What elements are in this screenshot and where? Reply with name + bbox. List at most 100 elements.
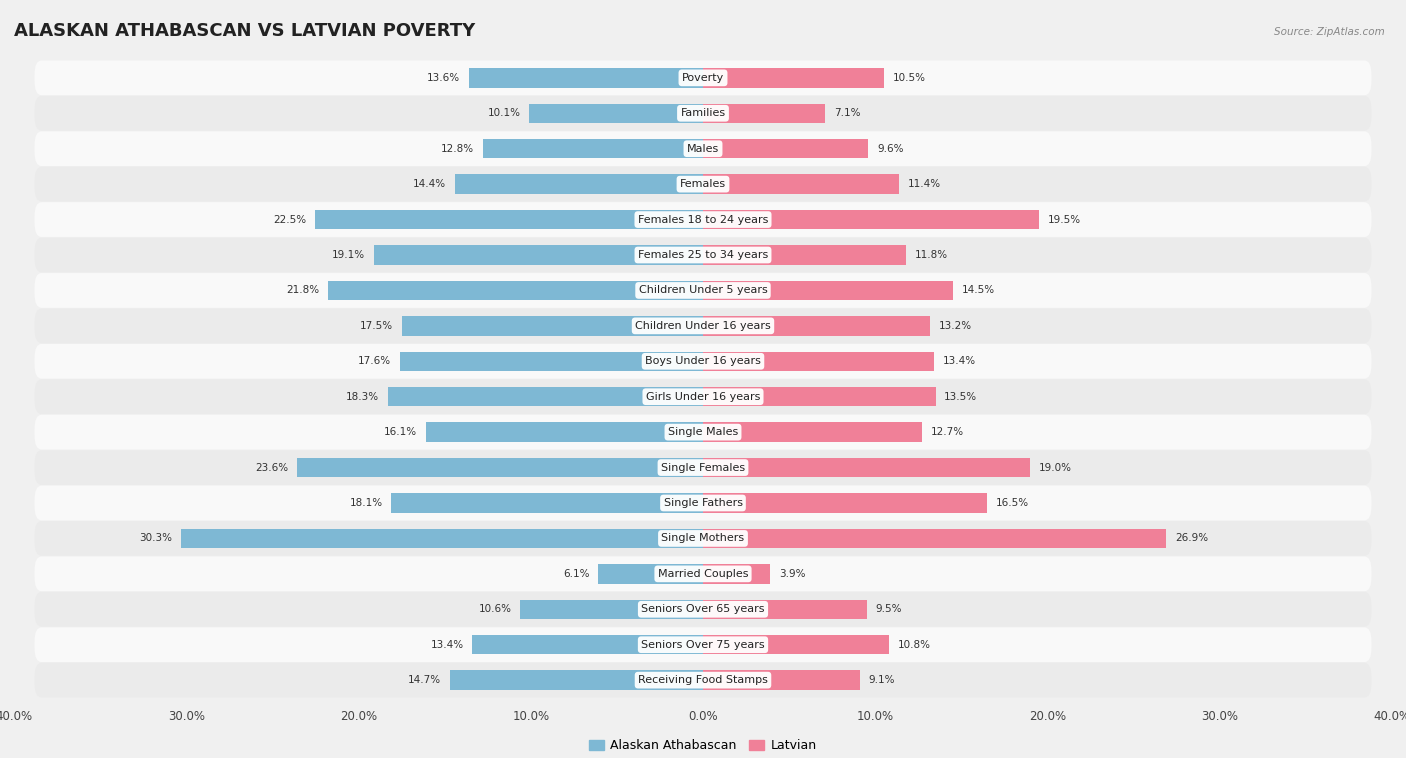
Text: 19.0%: 19.0% xyxy=(1039,462,1071,472)
Text: Seniors Over 75 years: Seniors Over 75 years xyxy=(641,640,765,650)
Text: Single Fathers: Single Fathers xyxy=(664,498,742,508)
Bar xyxy=(703,280,953,300)
Text: Males: Males xyxy=(688,144,718,154)
Bar xyxy=(520,600,703,619)
Text: 19.1%: 19.1% xyxy=(332,250,366,260)
Bar xyxy=(703,352,934,371)
FancyBboxPatch shape xyxy=(35,96,1371,130)
Bar xyxy=(703,68,884,88)
Text: 12.8%: 12.8% xyxy=(441,144,474,154)
Text: 13.2%: 13.2% xyxy=(939,321,972,330)
Text: 16.5%: 16.5% xyxy=(995,498,1029,508)
Text: Receiving Food Stamps: Receiving Food Stamps xyxy=(638,675,768,685)
Text: Source: ZipAtlas.com: Source: ZipAtlas.com xyxy=(1274,27,1385,36)
Bar xyxy=(703,387,935,406)
Text: 21.8%: 21.8% xyxy=(285,286,319,296)
Bar xyxy=(703,210,1039,230)
Text: 18.1%: 18.1% xyxy=(350,498,382,508)
FancyBboxPatch shape xyxy=(35,167,1371,202)
FancyBboxPatch shape xyxy=(35,486,1371,520)
Text: 13.6%: 13.6% xyxy=(427,73,460,83)
Bar xyxy=(703,600,866,619)
Bar xyxy=(703,670,859,690)
Text: 9.5%: 9.5% xyxy=(875,604,901,614)
Bar xyxy=(598,564,703,584)
Text: 16.1%: 16.1% xyxy=(384,428,418,437)
Bar xyxy=(703,104,825,123)
FancyBboxPatch shape xyxy=(35,628,1371,662)
FancyBboxPatch shape xyxy=(35,131,1371,166)
Text: 13.4%: 13.4% xyxy=(430,640,464,650)
Bar xyxy=(703,422,922,442)
Text: Families: Families xyxy=(681,108,725,118)
Text: 17.5%: 17.5% xyxy=(360,321,392,330)
Text: 11.8%: 11.8% xyxy=(915,250,948,260)
Text: Single Males: Single Males xyxy=(668,428,738,437)
Bar xyxy=(399,352,703,371)
Text: 14.7%: 14.7% xyxy=(408,675,441,685)
Text: 17.6%: 17.6% xyxy=(359,356,391,366)
FancyBboxPatch shape xyxy=(35,202,1371,237)
Text: 23.6%: 23.6% xyxy=(254,462,288,472)
Bar xyxy=(328,280,703,300)
Bar xyxy=(482,139,703,158)
Text: 30.3%: 30.3% xyxy=(139,534,173,543)
Text: Females 18 to 24 years: Females 18 to 24 years xyxy=(638,215,768,224)
Text: Children Under 16 years: Children Under 16 years xyxy=(636,321,770,330)
Bar xyxy=(703,316,931,336)
Text: 13.4%: 13.4% xyxy=(942,356,976,366)
Text: Boys Under 16 years: Boys Under 16 years xyxy=(645,356,761,366)
Bar xyxy=(450,670,703,690)
Bar xyxy=(297,458,703,478)
Text: Poverty: Poverty xyxy=(682,73,724,83)
FancyBboxPatch shape xyxy=(35,238,1371,272)
Text: 13.5%: 13.5% xyxy=(945,392,977,402)
Text: 3.9%: 3.9% xyxy=(779,568,806,579)
Bar xyxy=(315,210,703,230)
Text: 6.1%: 6.1% xyxy=(562,568,589,579)
Legend: Alaskan Athabascan, Latvian: Alaskan Athabascan, Latvian xyxy=(585,735,821,757)
Text: 10.1%: 10.1% xyxy=(488,108,520,118)
Text: 10.6%: 10.6% xyxy=(479,604,512,614)
FancyBboxPatch shape xyxy=(35,344,1371,379)
Bar xyxy=(468,68,703,88)
Text: Married Couples: Married Couples xyxy=(658,568,748,579)
Bar xyxy=(456,174,703,194)
Bar xyxy=(703,174,900,194)
Text: 9.6%: 9.6% xyxy=(877,144,904,154)
Bar xyxy=(391,493,703,512)
Text: 12.7%: 12.7% xyxy=(931,428,963,437)
Text: 14.5%: 14.5% xyxy=(962,286,994,296)
Text: 18.3%: 18.3% xyxy=(346,392,380,402)
Bar xyxy=(703,246,907,265)
Text: 10.5%: 10.5% xyxy=(893,73,925,83)
FancyBboxPatch shape xyxy=(35,415,1371,449)
Text: Children Under 5 years: Children Under 5 years xyxy=(638,286,768,296)
Text: Single Mothers: Single Mothers xyxy=(661,534,745,543)
FancyBboxPatch shape xyxy=(35,592,1371,627)
Bar xyxy=(703,564,770,584)
Bar xyxy=(402,316,703,336)
Bar xyxy=(181,528,703,548)
Text: 10.8%: 10.8% xyxy=(897,640,931,650)
Bar xyxy=(374,246,703,265)
Text: 26.9%: 26.9% xyxy=(1175,534,1208,543)
Bar xyxy=(703,528,1167,548)
Bar xyxy=(529,104,703,123)
Text: Females: Females xyxy=(681,179,725,190)
FancyBboxPatch shape xyxy=(35,273,1371,308)
FancyBboxPatch shape xyxy=(35,556,1371,591)
Text: Seniors Over 65 years: Seniors Over 65 years xyxy=(641,604,765,614)
FancyBboxPatch shape xyxy=(35,662,1371,697)
Text: Girls Under 16 years: Girls Under 16 years xyxy=(645,392,761,402)
FancyBboxPatch shape xyxy=(35,450,1371,485)
Text: 22.5%: 22.5% xyxy=(274,215,307,224)
Bar xyxy=(703,635,889,654)
FancyBboxPatch shape xyxy=(35,61,1371,96)
Bar xyxy=(703,139,869,158)
Text: Single Females: Single Females xyxy=(661,462,745,472)
Text: 19.5%: 19.5% xyxy=(1047,215,1081,224)
Bar xyxy=(703,493,987,512)
Text: 9.1%: 9.1% xyxy=(869,675,894,685)
Text: 7.1%: 7.1% xyxy=(834,108,860,118)
